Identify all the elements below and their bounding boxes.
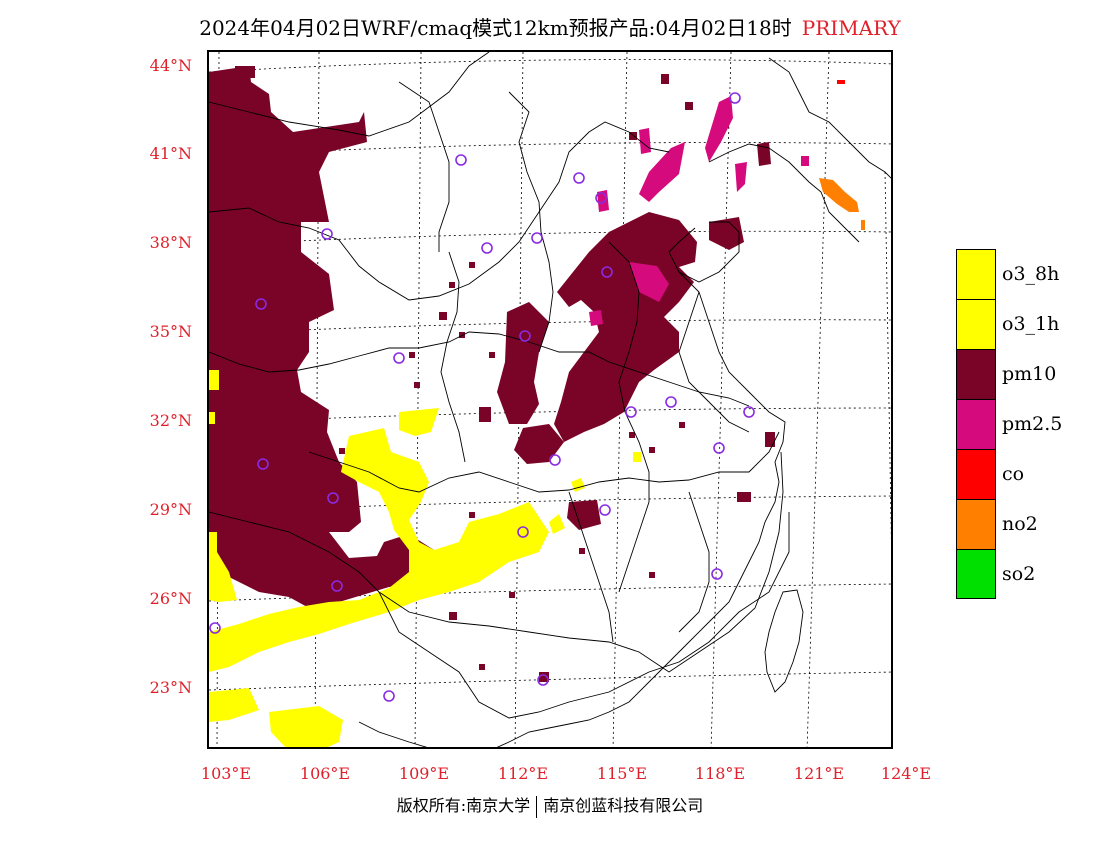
lon-label-121: 121°E bbox=[793, 764, 845, 783]
lon-label-106: 106°E bbox=[299, 764, 351, 783]
legend-label: co bbox=[1002, 463, 1025, 485]
footer-right: 南京创蓝科技有限公司 bbox=[543, 796, 704, 815]
legend-label: pm2.5 bbox=[1002, 413, 1063, 435]
lat-label-38: 38°N bbox=[149, 233, 192, 252]
map-canvas bbox=[209, 52, 891, 747]
lat-label-23: 23°N bbox=[149, 678, 192, 697]
legend-label: o3_1h bbox=[1002, 313, 1060, 335]
lat-label-41: 41°N bbox=[149, 144, 192, 163]
station-markers bbox=[209, 92, 755, 702]
title-text: 2024年04月02日WRF/cmaq模式12km预报产品:04月02日18时 bbox=[199, 16, 792, 40]
legend-label: no2 bbox=[1002, 513, 1038, 535]
copyright-footer: 版权所有:南京大学 南京创蓝科技有限公司 bbox=[0, 792, 1100, 818]
no2-region bbox=[819, 178, 865, 230]
legend-swatch bbox=[956, 399, 996, 449]
lat-label-26: 26°N bbox=[149, 589, 192, 608]
legend-label: o3_8h bbox=[1002, 263, 1060, 285]
lon-label-103: 103°E bbox=[200, 764, 252, 783]
lat-label-32: 32°N bbox=[149, 411, 192, 430]
map-title: 2024年04月02日WRF/cmaq模式12km预报产品:04月02日18时 P… bbox=[0, 12, 1100, 41]
lat-label-44: 44°N bbox=[149, 56, 192, 75]
lon-label-112: 112°E bbox=[497, 764, 549, 783]
footer-left: 版权所有:南京大学 bbox=[396, 796, 531, 815]
title-tag-primary: PRIMARY bbox=[801, 16, 901, 40]
legend-swatch bbox=[956, 549, 996, 599]
legend-label: pm10 bbox=[1002, 363, 1057, 385]
legend-label: so2 bbox=[1002, 563, 1036, 585]
legend-swatch bbox=[956, 449, 996, 499]
lon-label-118: 118°E bbox=[694, 764, 746, 783]
lon-label-115: 115°E bbox=[596, 764, 648, 783]
legend-swatch bbox=[956, 249, 996, 299]
lat-label-29: 29°N bbox=[149, 500, 192, 519]
o3-regions bbox=[209, 370, 641, 747]
legend-swatch bbox=[956, 349, 996, 399]
legend-swatch bbox=[956, 299, 996, 349]
lat-label-35: 35°N bbox=[149, 322, 192, 341]
boundary-lines bbox=[209, 52, 891, 747]
co-region bbox=[837, 80, 845, 84]
legend-swatch bbox=[956, 499, 996, 549]
footer-divider bbox=[536, 795, 538, 818]
lon-label-109: 109°E bbox=[398, 764, 450, 783]
pm10-regions bbox=[209, 66, 775, 682]
map-frame bbox=[207, 50, 893, 749]
lon-label-124: 124°E bbox=[880, 764, 932, 783]
